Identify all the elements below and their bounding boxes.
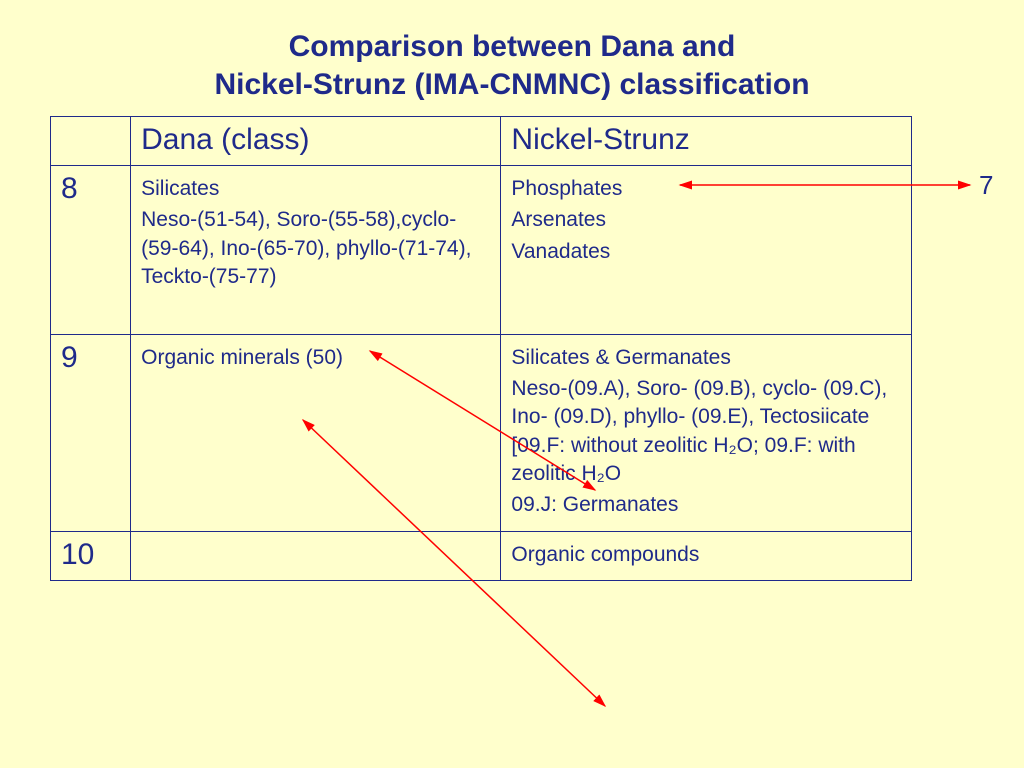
row-ns: Silicates & Germanates Neso-(09.A), Soro… — [501, 334, 912, 531]
table-row: 8 Silicates Neso-(51-54), Soro-(55-58),c… — [51, 166, 912, 335]
row-num: 8 — [51, 166, 131, 335]
row-ns: Organic compounds — [501, 531, 912, 580]
header-row: Dana (class) Nickel-Strunz — [51, 117, 912, 166]
ns-line: Neso-(09.A), Soro- (09.B), cyclo- (09.C)… — [511, 375, 901, 488]
slide-title: Comparison between Dana and Nickel-Strun… — [0, 28, 1024, 103]
ns-line: Arsenates — [511, 206, 901, 234]
table-row: 9 Organic minerals (50) Silicates & Germ… — [51, 334, 912, 531]
dana-line: Neso-(51-54), Soro-(55-58),cyclo-(59-64)… — [141, 206, 490, 291]
comparison-table: Dana (class) Nickel-Strunz 8 Silicates N… — [50, 116, 912, 581]
row-dana — [131, 531, 501, 580]
table-row: 10 Organic compounds — [51, 531, 912, 580]
row-num: 9 — [51, 334, 131, 531]
dana-line: Organic minerals (50) — [141, 344, 490, 372]
ns-line: Silicates & Germanates — [511, 344, 901, 372]
row-dana: Silicates Neso-(51-54), Soro-(55-58),cyc… — [131, 166, 501, 335]
annotation-7: 7 — [979, 170, 993, 201]
ns-line: Organic compounds — [511, 541, 901, 569]
row-ns: Phosphates Arsenates Vanadates — [501, 166, 912, 335]
comparison-table-wrap: Dana (class) Nickel-Strunz 8 Silicates N… — [50, 116, 912, 581]
header-blank — [51, 117, 131, 166]
title-line-1: Comparison between Dana and — [289, 30, 736, 63]
slide: Comparison between Dana and Nickel-Strun… — [0, 0, 1024, 768]
row-num: 10 — [51, 531, 131, 580]
ns-line: Vanadates — [511, 238, 901, 266]
row-dana: Organic minerals (50) — [131, 334, 501, 531]
dana-line: Silicates — [141, 175, 490, 203]
title-line-2: Nickel-Strunz (IMA-CNMNC) classification — [214, 68, 809, 101]
header-ns: Nickel-Strunz — [501, 117, 912, 166]
ns-line: Phosphates — [511, 175, 901, 203]
ns-line: 09.J: Germanates — [511, 491, 901, 519]
header-dana: Dana (class) — [131, 117, 501, 166]
